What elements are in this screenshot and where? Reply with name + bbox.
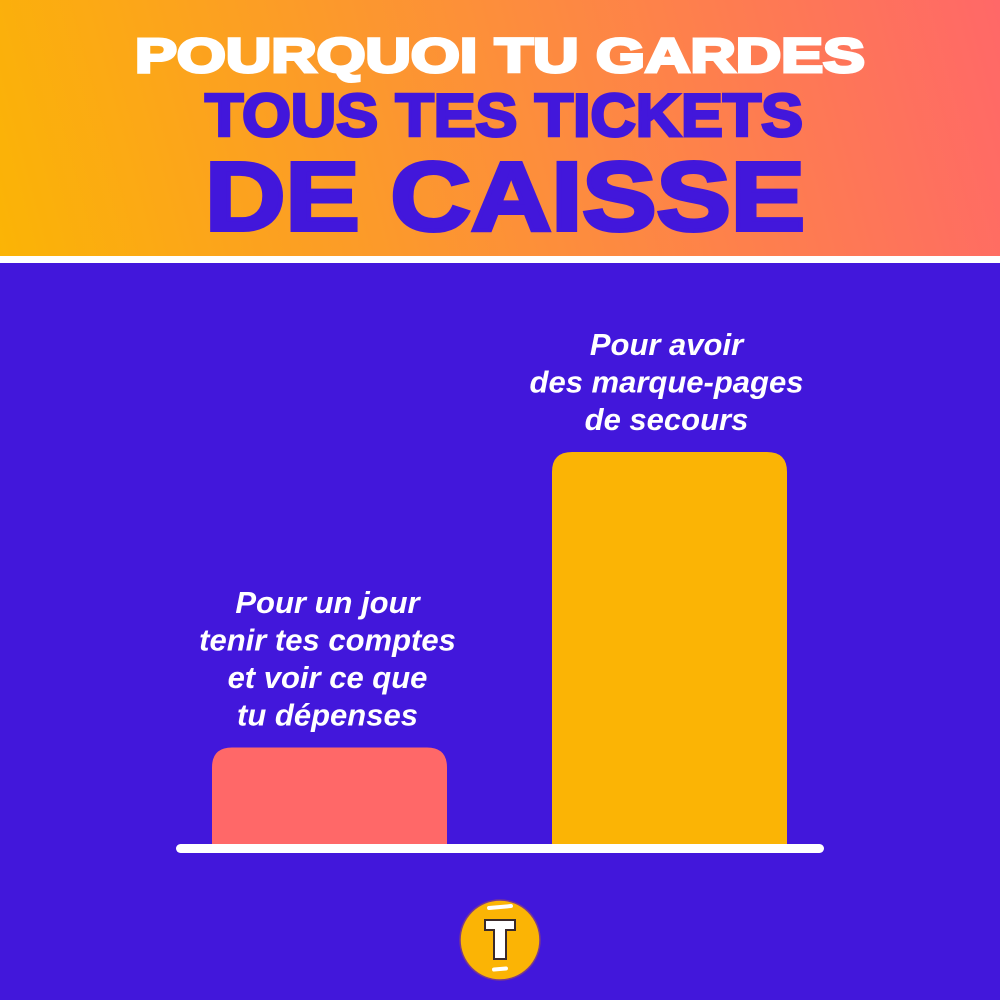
bar-2-label-line: Pour avoir [590,327,745,362]
letter-t-logo-icon [484,919,516,960]
title-line-3: DE CAISSE [205,142,805,251]
bar-2 [552,452,787,846]
title-line-2: TOUS TES TICKETS [205,82,803,149]
header-banner [0,0,1000,256]
baseline-axis [176,844,824,853]
bar-1-label-line: tenir tes comptes [199,623,456,658]
header-separator [0,256,1000,263]
title-line-1: POURQUOI TU GARDES [135,30,865,83]
bar-1-label-line: Pour un jour [235,585,421,620]
bar-1 [212,747,447,846]
bar-1-label-line: et voir ce que [228,660,428,695]
bar-2-label-line: de secours [585,402,749,437]
bar-2-label-line: des marque-pages [530,365,804,400]
bar-1-label-line: tu dépenses [237,698,418,733]
logo [459,899,541,981]
